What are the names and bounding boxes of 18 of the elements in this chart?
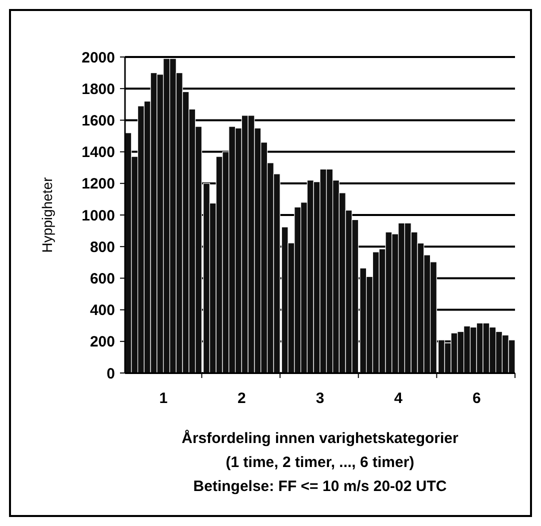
- y-tick-label: 400: [90, 302, 115, 320]
- y-tick-label: 800: [90, 238, 115, 256]
- x-tick-label: 3: [316, 390, 324, 407]
- y-tick-label: 200: [90, 334, 115, 351]
- y-tick-label: 1600: [82, 112, 115, 130]
- y-tick-label: 1000: [82, 207, 115, 224]
- y-tick-label: 600: [90, 270, 115, 288]
- x-tick-label: 6: [472, 390, 481, 407]
- y-tick-label: 1200: [82, 176, 115, 193]
- x-axis-title: Årsfordeling innen varighetskategorier (1 time, 2 timer, ..., 6 timer) Betingelse: FF <= 10 m/s 20-02 UTC: [182, 429, 459, 495]
- y-tick-label: 1800: [82, 80, 115, 98]
- x-tick-label: 2: [238, 390, 246, 407]
- y-tick-label: 0: [106, 365, 115, 382]
- y-axis-title: Hyppigheter: [39, 176, 55, 253]
- y-tick-label: 1400: [82, 144, 115, 162]
- x-tick-label: 1: [159, 390, 168, 407]
- y-tick-label: 2000: [82, 49, 115, 66]
- x-tick-label: 4: [394, 390, 404, 407]
